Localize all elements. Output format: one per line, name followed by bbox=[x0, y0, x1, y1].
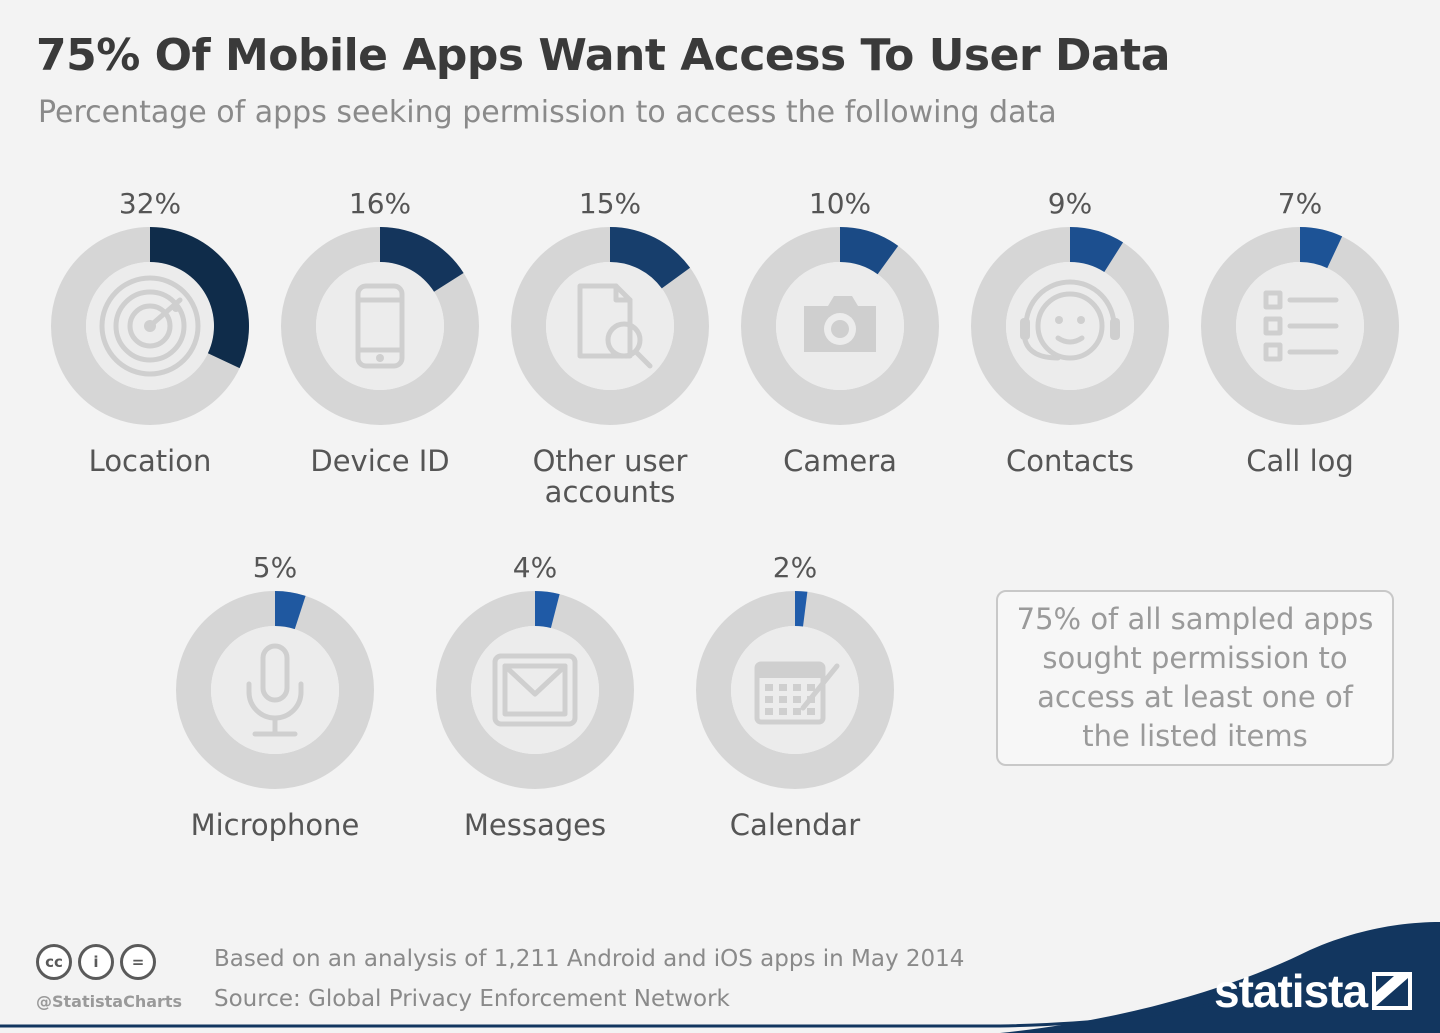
statista-logo: statista bbox=[1214, 965, 1368, 1017]
donut-location: 32% Location bbox=[51, 187, 250, 478]
analysis-note: Based on an analysis of 1,211 Android an… bbox=[214, 946, 965, 972]
checklist-icon bbox=[1263, 290, 1339, 362]
donut-messages: 4% Messages bbox=[436, 551, 634, 842]
donut-segment bbox=[610, 227, 691, 289]
donut-segment bbox=[1300, 227, 1343, 269]
donut-segment bbox=[380, 227, 464, 292]
calendar-pencil-icon bbox=[754, 661, 840, 725]
source-note: Source: Global Privacy Enforcement Netwo… bbox=[214, 986, 730, 1012]
donut-device-id: 16% Device ID bbox=[281, 187, 479, 478]
microphone-icon bbox=[246, 643, 304, 737]
value-label: 10% bbox=[809, 187, 871, 220]
donut-segment bbox=[1070, 227, 1124, 272]
category-label: Camera bbox=[783, 444, 897, 478]
donut-contacts: 9% Contacts bbox=[971, 187, 1169, 478]
donut-segment bbox=[535, 591, 560, 629]
value-label: 32% bbox=[119, 187, 181, 220]
value-label: 4% bbox=[513, 551, 557, 584]
category-label: Call log bbox=[1246, 444, 1354, 478]
category-label: Microphone bbox=[191, 808, 360, 842]
equals-icon: = bbox=[120, 944, 156, 980]
value-label: 15% bbox=[579, 187, 641, 220]
smartphone-icon bbox=[355, 283, 405, 369]
chart-subtitle: Percentage of apps seeking permission to… bbox=[38, 95, 1057, 130]
person-icon: i bbox=[78, 944, 114, 980]
category-label: Calendar bbox=[730, 808, 860, 842]
statista-logo-mark-icon bbox=[1372, 972, 1412, 1010]
donut-segment bbox=[795, 591, 808, 627]
donut-segment bbox=[275, 591, 306, 630]
value-label: 16% bbox=[349, 187, 411, 220]
radar-icon bbox=[99, 275, 201, 377]
donut-segment bbox=[840, 227, 899, 275]
donut-calendar: 2% Calendar bbox=[696, 551, 894, 842]
category-label: Contacts bbox=[1006, 444, 1134, 478]
category-label: Other user accounts bbox=[533, 444, 688, 509]
value-label: 5% bbox=[253, 551, 297, 584]
donut-segment bbox=[150, 227, 250, 369]
headset-face-icon bbox=[1020, 279, 1120, 361]
license-icons: cc i = bbox=[36, 944, 156, 980]
donut-call-log: 7% Call log bbox=[1201, 187, 1399, 478]
summary-note: 75% of all sampled apps sought permissio… bbox=[996, 590, 1394, 766]
envelope-icon bbox=[492, 653, 578, 727]
value-label: 7% bbox=[1278, 187, 1322, 220]
donut-center bbox=[211, 626, 339, 754]
chart-title: 75% Of Mobile Apps Want Access To User D… bbox=[36, 30, 1170, 81]
cc-icon: cc bbox=[36, 944, 72, 980]
category-label: Location bbox=[89, 444, 212, 478]
donut-microphone: 5% Microphone bbox=[176, 551, 374, 842]
category-label: Device ID bbox=[310, 444, 449, 478]
value-label: 2% bbox=[773, 551, 817, 584]
donut-other-user-accounts: 15% Other user accounts bbox=[511, 187, 709, 509]
document-search-icon bbox=[577, 283, 653, 369]
social-handle: @StatistaCharts bbox=[36, 992, 183, 1011]
value-label: 9% bbox=[1048, 187, 1092, 220]
donut-center bbox=[316, 262, 444, 390]
camera-icon bbox=[804, 296, 876, 352]
donut-camera: 10% Camera bbox=[741, 187, 939, 478]
category-label: Messages bbox=[464, 808, 606, 842]
